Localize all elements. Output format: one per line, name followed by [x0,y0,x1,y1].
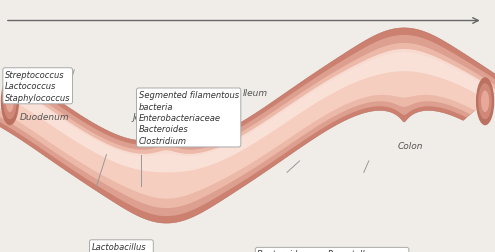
Text: Colon: Colon [398,142,424,151]
Ellipse shape [6,91,14,113]
Text: Duodenum: Duodenum [20,113,69,122]
Polygon shape [12,50,495,173]
Text: Lactobacillus
Streptococcus
Enterococcus
Yeast species: Lactobacillus Streptococcus Enterococcus… [92,242,151,252]
Ellipse shape [1,78,19,126]
Ellipse shape [478,84,492,120]
Text: Streptococcus
Lactococcus
Staphylococcus: Streptococcus Lactococcus Staphylococcus [5,71,70,102]
Polygon shape [0,44,495,208]
Text: Ileum: Ileum [243,89,267,98]
Text: Jejunum: Jejunum [133,113,169,122]
Ellipse shape [481,91,489,113]
Polygon shape [0,29,495,223]
Ellipse shape [476,78,494,126]
Ellipse shape [3,84,17,120]
Text: Bacteroides        Prevotellaceae
Clostridium          TM7
Lachnospiraceae  Fuso: Bacteroides Prevotellaceae Clostridium T… [257,249,407,252]
Polygon shape [0,36,495,216]
Text: Segmented filamentous
bacteria
Enterobacteriaceae
Bacteroides
Clostridium: Segmented filamentous bacteria Enterobac… [139,91,239,145]
Polygon shape [0,53,495,199]
